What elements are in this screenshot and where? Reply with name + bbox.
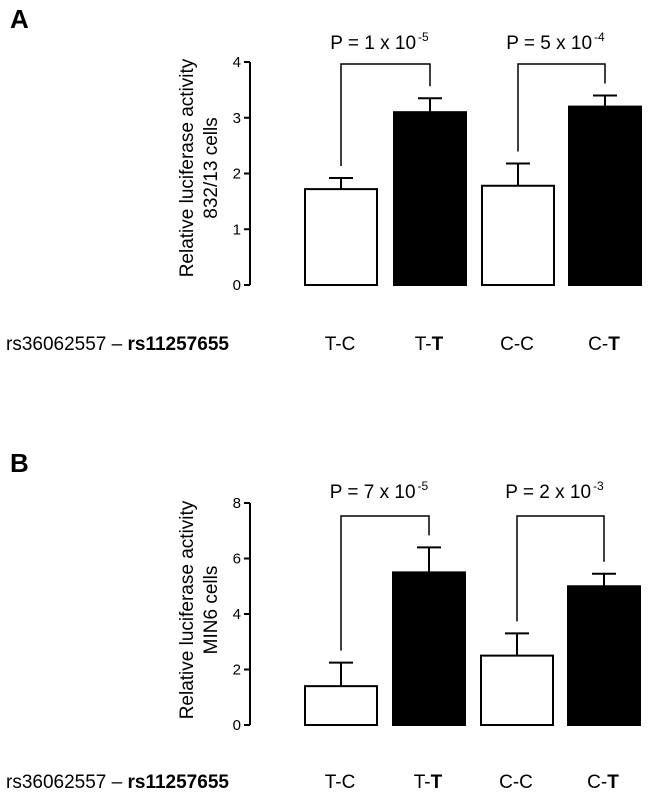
x-category-label: C-C	[499, 772, 533, 793]
snp-label: rs36062557 – rs11257655	[6, 772, 229, 793]
bar	[568, 105, 642, 286]
x-category-label: T-T	[415, 334, 444, 355]
bar	[480, 654, 554, 726]
bar	[393, 111, 467, 286]
x-category-label: C-C	[500, 334, 534, 355]
x-category-prefix: T-C	[325, 772, 356, 793]
snp-label: rs36062557 – rs11257655	[6, 334, 229, 355]
x-category-prefix: C-	[588, 334, 608, 355]
p-value-exponent: -4	[594, 30, 605, 44]
p-value-label: P = 1 x 10 -5	[330, 30, 429, 54]
x-category-label: T-C	[325, 334, 356, 355]
p-value-exponent: -5	[418, 479, 429, 493]
x-category-label: T-C	[325, 772, 356, 793]
y-tick-label: 6	[233, 551, 241, 568]
y-tick-label: 2	[233, 662, 241, 679]
y-tick-label: 4	[233, 54, 241, 71]
bar	[567, 585, 641, 726]
x-category-label: C-T	[587, 772, 619, 793]
x-category-prefix: T-	[414, 772, 431, 793]
y-axis-label: Relative luciferase activity	[177, 500, 198, 719]
bar	[481, 184, 555, 286]
bar	[392, 571, 466, 726]
x-category-prefix: C-C	[500, 334, 534, 355]
x-category-label: T-T	[414, 772, 443, 793]
x-category-prefix: T-C	[325, 334, 356, 355]
chart-panel-a: A 0 1 2 3 4 Relative luciferase activity 832/13…	[6, 4, 642, 355]
y-axis-label-cells: 832/13 cells	[201, 117, 222, 218]
significance-bracket	[340, 63, 431, 166]
y-tick-label: 0	[233, 717, 241, 734]
y-axis-label-cells: MIN6 cells	[201, 566, 222, 655]
snp-label-first: rs36062557 –	[6, 334, 128, 355]
x-category-allele: T	[607, 772, 619, 793]
p-value-base: P = 7 x 10	[330, 482, 416, 503]
x-category-allele: T	[431, 772, 443, 793]
x-category-label: C-T	[588, 334, 620, 355]
y-tick-label: 1	[233, 221, 241, 238]
y-tick-label: 4	[233, 606, 241, 623]
y-tick-label: 3	[233, 110, 241, 127]
snp-label-first: rs36062557 –	[6, 772, 128, 793]
y-axis-label: Relative luciferase activity	[177, 58, 198, 277]
x-category-prefix: C-	[587, 772, 607, 793]
significance-bracket	[516, 515, 605, 622]
chart-panel-b: B 0 2 4 6 8 Relative luciferase activity MIN6 c…	[6, 448, 641, 793]
y-tick-label: 2	[233, 166, 241, 183]
y-tick-label: 8	[233, 495, 241, 512]
significance-bracket	[517, 63, 606, 152]
snp-label-second: rs11257655	[128, 334, 230, 355]
p-value-base: P = 2 x 10	[505, 482, 591, 503]
p-value-exponent: -3	[593, 479, 604, 493]
x-category-prefix: T-	[415, 334, 432, 355]
x-category-allele: T	[608, 334, 620, 355]
x-category-prefix: C-C	[499, 772, 533, 793]
y-tick-label: 0	[233, 277, 241, 294]
p-value-label: P = 2 x 10 -3	[505, 479, 604, 503]
bar	[304, 685, 378, 727]
significance-bracket	[340, 515, 430, 651]
snp-label-second: rs11257655	[128, 772, 230, 793]
panel-label: B	[10, 448, 29, 478]
p-value-label: P = 5 x 10 -4	[506, 30, 605, 54]
x-category-allele: T	[432, 334, 444, 355]
panel-label: A	[10, 4, 29, 34]
bar	[304, 188, 378, 286]
p-value-base: P = 5 x 10	[506, 33, 592, 54]
p-value-base: P = 1 x 10	[330, 33, 416, 54]
p-value-exponent: -5	[418, 30, 429, 44]
p-value-label: P = 7 x 10 -5	[330, 479, 429, 503]
